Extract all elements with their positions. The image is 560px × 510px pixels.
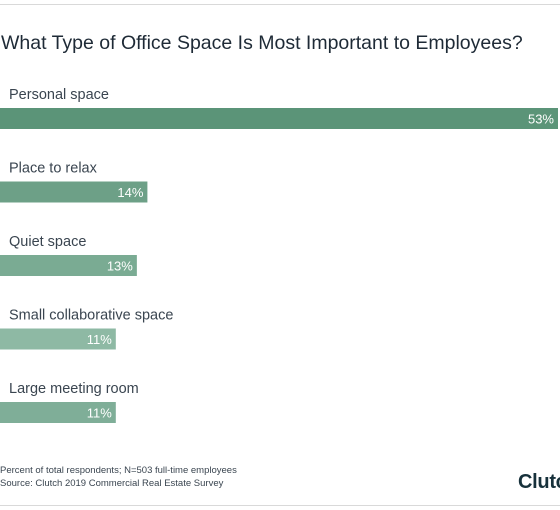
category-label: Small collaborative space: [9, 308, 173, 324]
bar: [0, 328, 116, 350]
category-label: Personal space: [9, 87, 109, 103]
value-label: 13%: [107, 259, 133, 274]
bar: [0, 181, 148, 203]
bar: [0, 255, 137, 276]
value-label: 11%: [87, 332, 112, 347]
bottom-divider: [0, 505, 560, 506]
category-label: Quiet space: [9, 234, 86, 250]
chart-title: What Type of Office Space Is Most Import…: [1, 32, 523, 54]
bar: [0, 108, 558, 129]
top-divider: [0, 4, 560, 5]
value-label: 14%: [117, 185, 143, 200]
footnote: Percent of total respondents; N=503 full…: [0, 465, 237, 476]
clutch-logo: Clutch: [518, 471, 560, 493]
bar: [0, 402, 116, 423]
category-label: Large meeting room: [9, 381, 139, 397]
value-label: 53%: [528, 112, 554, 127]
value-label: 11%: [87, 406, 112, 421]
source-note: Source: Clutch 2019 Commercial Real Esta…: [0, 478, 224, 489]
category-label: Place to relax: [9, 161, 98, 177]
